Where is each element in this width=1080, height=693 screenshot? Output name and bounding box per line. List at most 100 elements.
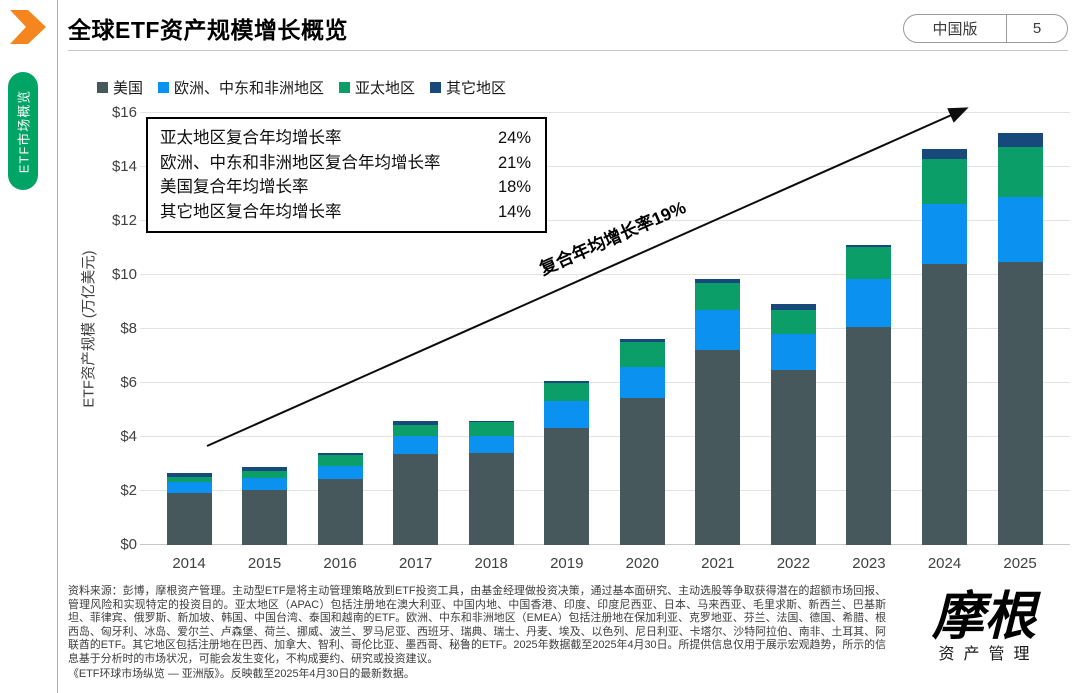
- bar-segment-2014: [166, 481, 212, 493]
- legend-swatch-icon: [97, 82, 108, 93]
- footnote: 摩根 资产管理 资料来源：彭博，摩根资产管理。主动型ETF是将主动管理策略放到E…: [68, 585, 1070, 682]
- cagr-row: 其它地区复合年均增长率 14%: [160, 200, 531, 225]
- bar-segment-2023: [846, 278, 892, 328]
- gridline: [140, 112, 1070, 113]
- bar-segment-2020: [619, 339, 665, 342]
- header-divider: [68, 50, 1068, 51]
- bar-segment-2015: [242, 471, 288, 479]
- bar-segment-2022: [770, 370, 816, 545]
- cagr-value: 18%: [497, 178, 531, 196]
- bar-segment-2017: [393, 421, 439, 425]
- bar-segment-2023: [846, 246, 892, 279]
- x-axis-label: 2021: [701, 555, 735, 572]
- bar-segment-2019: [544, 401, 590, 429]
- x-axis-label: 2016: [323, 555, 357, 572]
- bar-segment-2025: [997, 146, 1043, 197]
- y-axis-tick: $14: [111, 158, 137, 175]
- x-axis-label: 2025: [1003, 555, 1037, 572]
- bar-segment-2018: [468, 422, 514, 437]
- bar-segment-2021: [695, 283, 741, 311]
- bar-segment-2017: [393, 436, 439, 455]
- bar-segment-2016: [317, 466, 363, 480]
- brand-division: 资产管理: [938, 646, 1039, 663]
- legend-label: 美国: [113, 80, 144, 97]
- legend-item: 亚太地区: [339, 77, 415, 98]
- cagr-label: 亚太地区复合年均增长率: [160, 129, 342, 147]
- page-title: 全球ETF资产规模增长概览: [68, 17, 348, 43]
- bar-segment-2020: [619, 366, 665, 398]
- x-axis-label: 2019: [550, 555, 584, 572]
- brand-name: 摩根: [931, 586, 1036, 647]
- cagr-value: 14%: [497, 202, 531, 221]
- bar-segment-2022: [770, 334, 816, 371]
- legend-item: 美国: [97, 77, 143, 98]
- bar-segment-2017: [393, 454, 439, 545]
- bar-segment-2023: [846, 327, 892, 545]
- bar-segment-2019: [544, 383, 590, 402]
- x-axis-label: 2024: [927, 555, 962, 572]
- cagr-row: 欧洲、中东和非洲地区复合年均增长率 21%: [160, 151, 531, 176]
- bar-segment-2024: [922, 204, 967, 264]
- footnote-source-text: 资料来源：彭博，摩根资产管理。主动型ETF是将主动管理策略放到ETF投资工具，由…: [68, 585, 886, 665]
- bar-segment-2021: [695, 279, 741, 284]
- cagr-value: 24%: [497, 129, 531, 147]
- cagr-row: 美国复合年均增长率 18%: [160, 175, 531, 200]
- legend-item: 欧洲、中东和非洲地区: [158, 77, 324, 98]
- left-divider: [57, 0, 58, 693]
- bar-segment-2015: [242, 478, 288, 490]
- bar-segment-2018: [468, 436, 514, 454]
- y-axis-tick: $16: [111, 104, 137, 121]
- cagr-annotation-box: 亚太地区复合年均增长率 24% 欧洲、中东和非洲地区复合年均增长率 21% 美国…: [146, 117, 547, 233]
- bar-segment-2014: [166, 477, 212, 482]
- legend-label: 其它地区: [446, 80, 507, 97]
- bar-segment-2015: [242, 466, 288, 472]
- bar-segment-2025: [997, 196, 1043, 263]
- legend-item: 其它地区: [430, 77, 506, 98]
- x-axis-label: 2022: [776, 555, 811, 572]
- y-axis-tick: $2: [120, 482, 137, 499]
- y-axis-tick: $8: [120, 320, 137, 337]
- bar-segment-2024: [922, 149, 967, 159]
- bar-segment-2019: [544, 428, 590, 545]
- bar-segment-2018: [468, 421, 514, 423]
- edition-page-badge: 中国版 5: [903, 14, 1068, 43]
- bar-segment-2014: [166, 492, 212, 545]
- bar-segment-2019: [544, 381, 590, 384]
- bar-segment-2020: [619, 397, 665, 545]
- bar-segment-2015: [242, 489, 288, 545]
- sidebar-tab-etf-market-overview[interactable]: ETF市场概览: [8, 72, 38, 190]
- cagr-label: 欧洲、中东和非洲地区复合年均增长率: [160, 153, 441, 172]
- x-axis-label: 2014: [172, 555, 206, 572]
- cagr-row: 亚太地区复合年均增长率 24%: [160, 126, 531, 151]
- bar-segment-2022: [770, 309, 816, 335]
- bar-segment-2017: [393, 424, 439, 437]
- footnote-reference-text: 《ETF环球市场纵览 — 亚洲版》。反映截至2025年4月30日的最新数据。: [68, 667, 415, 680]
- chart-legend: 美国 欧洲、中东和非洲地区 亚太地区 其它地区: [97, 77, 506, 98]
- cagr-label: 其它地区复合年均增长率: [160, 202, 342, 221]
- y-axis-tick: $4: [120, 428, 137, 445]
- y-axis-tick: $0: [120, 536, 137, 553]
- bar-segment-2020: [619, 341, 665, 367]
- bar-segment-2021: [695, 349, 741, 545]
- bar-segment-2014: [166, 473, 212, 478]
- bar-segment-2016: [317, 452, 363, 455]
- bar-segment-2022: [770, 303, 816, 310]
- legend-swatch-icon: [339, 82, 351, 93]
- bar-segment-2018: [468, 453, 514, 545]
- bar-segment-2025: [997, 262, 1043, 545]
- bar-segment-2025: [997, 133, 1043, 147]
- legend-swatch-icon: [158, 82, 170, 93]
- badge-divider: [1006, 15, 1007, 42]
- bar-segment-2016: [317, 454, 363, 467]
- bar-segment-2024: [922, 263, 967, 545]
- sidebar-tab-label: ETF市场概览: [16, 89, 32, 173]
- chevron-right-icon: [10, 10, 46, 44]
- legend-swatch-icon: [430, 82, 442, 93]
- brand-logo: 摩根 资产管理: [898, 586, 1070, 663]
- bar-segment-2021: [695, 310, 741, 350]
- cagr-label: 美国复合年均增长率: [160, 178, 309, 196]
- y-axis-tick: $6: [120, 374, 137, 391]
- page-number: 5: [1032, 20, 1042, 37]
- bar-segment-2023: [846, 245, 892, 247]
